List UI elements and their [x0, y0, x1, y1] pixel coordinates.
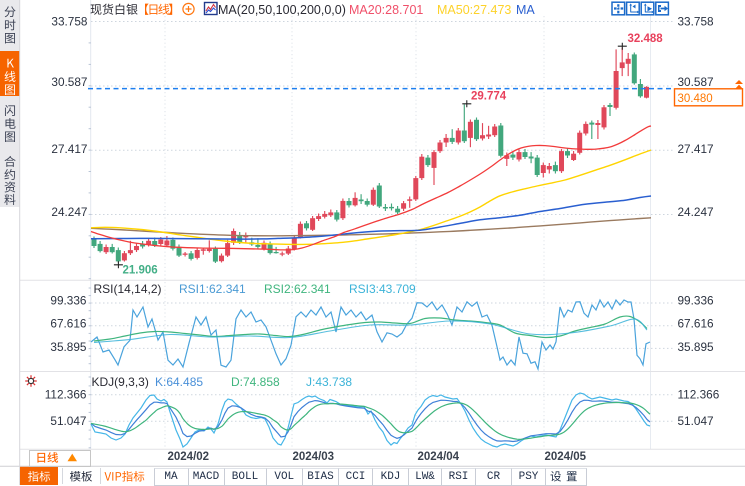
- svg-text:27.417: 27.417: [678, 142, 714, 156]
- svg-text:51.047: 51.047: [678, 414, 714, 428]
- svg-text:99.336: 99.336: [50, 294, 87, 308]
- svg-text:30.587: 30.587: [51, 75, 87, 89]
- svg-text:35.895: 35.895: [678, 340, 715, 354]
- svg-text:RSI1:62.341: RSI1:62.341: [179, 282, 246, 296]
- svg-text:21.906: 21.906: [123, 265, 158, 277]
- svg-text:51.047: 51.047: [50, 414, 86, 428]
- svg-text:24.247: 24.247: [51, 205, 87, 219]
- svg-text:KDJ(9,3,3): KDJ(9,3,3): [92, 375, 149, 389]
- svg-text:112.366: 112.366: [45, 388, 87, 402]
- svg-text:33.758: 33.758: [678, 15, 715, 29]
- svg-text:24.247: 24.247: [678, 205, 714, 219]
- svg-text:67.616: 67.616: [50, 317, 87, 331]
- svg-text:D:74.858: D:74.858: [231, 375, 280, 389]
- svg-text:RSI2:62.341: RSI2:62.341: [264, 282, 331, 296]
- svg-text:32.488: 32.488: [628, 33, 664, 45]
- svg-text:RSI(14,14,2): RSI(14,14,2): [94, 282, 162, 296]
- svg-text:99.336: 99.336: [678, 294, 715, 308]
- svg-text:112.366: 112.366: [678, 388, 720, 402]
- svg-text:30.480: 30.480: [678, 93, 713, 105]
- svg-text:30.587: 30.587: [678, 75, 714, 89]
- svg-text:RSI3:43.709: RSI3:43.709: [349, 282, 416, 296]
- svg-text:J:43.738: J:43.738: [306, 375, 352, 389]
- svg-text:33.758: 33.758: [51, 15, 88, 29]
- svg-text:35.895: 35.895: [50, 340, 87, 354]
- svg-text:27.417: 27.417: [51, 142, 87, 156]
- svg-text:29.774: 29.774: [471, 91, 507, 103]
- svg-text:67.616: 67.616: [678, 317, 715, 331]
- svg-text:K:64.485: K:64.485: [155, 375, 203, 389]
